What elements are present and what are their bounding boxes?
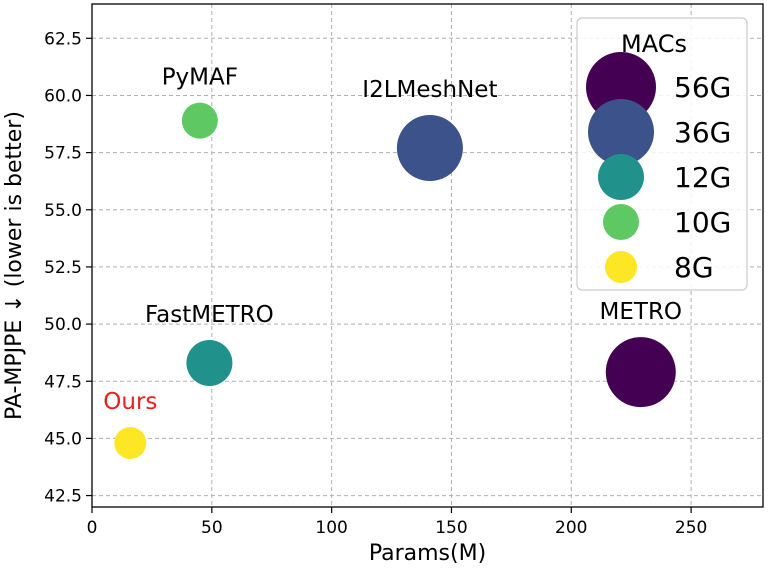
y-tick-label: 62.5: [44, 29, 82, 49]
legend-label: 8G: [674, 251, 714, 284]
legend: MACs 56G 36G 12G 10G 8G: [576, 17, 748, 291]
data-point-label: PyMAF: [162, 65, 238, 91]
data-point: [114, 426, 147, 459]
x-tick-label: 100: [315, 518, 347, 538]
x-tick-label: 250: [675, 518, 707, 538]
data-point-label: I2LMeshNet: [362, 77, 497, 103]
legend-label: 12G: [674, 161, 731, 194]
x-tick-label: 150: [435, 518, 467, 538]
y-tick-label: 60.0: [44, 86, 82, 106]
y-tick-label: 42.5: [44, 487, 82, 507]
data-point: [396, 115, 463, 182]
data-point: [186, 339, 233, 386]
data-point: [181, 102, 218, 139]
legend-title: MACs: [621, 30, 687, 58]
y-tick-label: 55.0: [44, 201, 82, 221]
y-tick-label: 47.5: [44, 372, 82, 392]
data-point: [605, 337, 676, 408]
data-points: [114, 102, 676, 459]
x-tick-label: 0: [87, 518, 98, 538]
data-point-label: Ours: [103, 389, 157, 415]
data-point-label: METRO: [600, 299, 683, 325]
y-axis-label: PA-MPJPE ↓ (lower is better): [2, 111, 27, 420]
y-tick-label: 57.5: [44, 144, 82, 164]
plot-frame: [91, 3, 764, 508]
y-tick-label: 52.5: [44, 258, 82, 278]
legend-label: 10G: [674, 206, 731, 239]
x-tick-label: 50: [201, 518, 223, 538]
y-tick-label: 50.0: [44, 315, 82, 335]
legend-label: 36G: [674, 116, 731, 149]
data-point-label: FastMETRO: [145, 302, 274, 328]
y-tick-label: 45.0: [44, 429, 82, 449]
axis-ticks: 0 50 100 150 200 250 42.5 45.0 47.5 50.0 52.5 55.0 5…: [44, 29, 707, 538]
x-axis-label: Params(M): [369, 541, 486, 566]
legend-marker: [605, 251, 637, 283]
x-tick-label: 200: [555, 518, 587, 538]
legend-marker: [588, 99, 654, 165]
legend-label: 56G: [674, 71, 731, 104]
legend-marker: [598, 154, 644, 200]
point-labels: PyMAF I2LMeshNet FastMETRO METRO Ours: [103, 65, 682, 415]
legend-marker: [603, 204, 639, 240]
